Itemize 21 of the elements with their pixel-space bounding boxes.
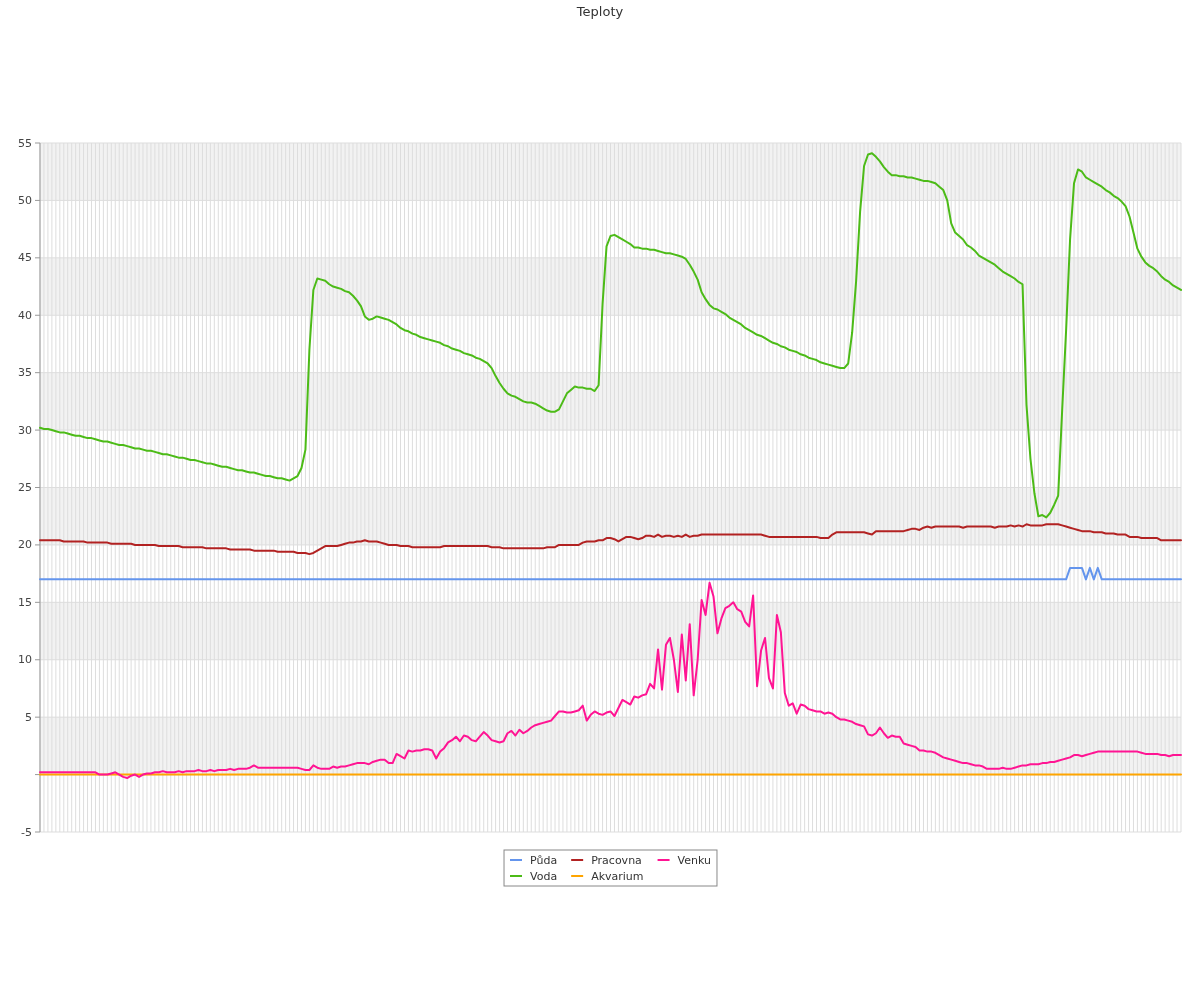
y-tick-label: 15 — [18, 595, 32, 609]
legend-label: Pracovna — [591, 853, 642, 867]
legend-label: Půda — [530, 853, 558, 867]
legend-label: Venku — [677, 853, 711, 867]
y-tick-label: 25 — [18, 481, 32, 494]
y-tick-label: 55 — [18, 136, 32, 150]
y-tick-label: 45 — [18, 251, 32, 265]
y-tick-label: 20 — [18, 538, 32, 552]
legend-label: Voda — [530, 869, 558, 883]
y-tick-label: 35 — [18, 366, 32, 380]
line-series — [39, 152, 1182, 519]
y-tick-label: 30 — [18, 423, 32, 437]
legend-label: Akvarium — [591, 869, 644, 883]
y-tick-label: 50 — [18, 193, 32, 207]
y-tick-label: 10 — [18, 653, 32, 667]
y-tick-label: 5 — [25, 710, 32, 724]
line-series — [39, 523, 1182, 556]
chart-title: Teploty — [575, 3, 624, 19]
y-tick-label: -5 — [21, 825, 32, 839]
y-tick-label: 40 — [18, 308, 32, 322]
line-series — [39, 581, 1182, 780]
